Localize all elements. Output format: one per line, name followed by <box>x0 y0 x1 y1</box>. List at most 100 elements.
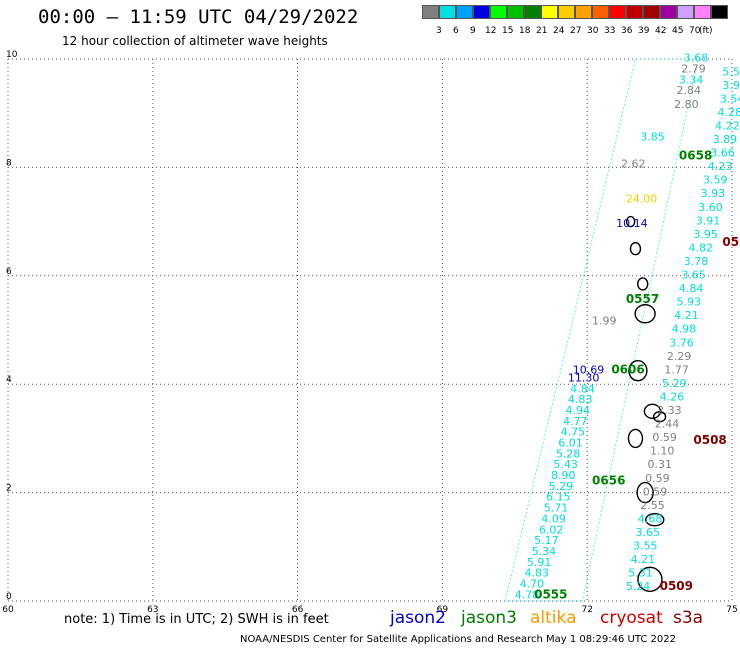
pass-time-label: 05 <box>722 235 739 249</box>
colorbar-tick-label: 33 <box>604 26 616 36</box>
wave-height-value: 3.54 <box>720 92 740 105</box>
wave-height-value: 0.31 <box>648 458 673 471</box>
wave-height-value: 4.94 <box>565 404 590 417</box>
wave-height-value: 5.93 <box>676 296 701 309</box>
wave-height-value: 6.01 <box>558 437 583 450</box>
atoll-outline <box>636 481 654 504</box>
colorbar-tick-label: 70 <box>689 26 701 36</box>
pass-time-label: 0656 <box>592 473 625 487</box>
wave-height-value: 4.98 <box>672 323 697 336</box>
pass-time-label: 0606 <box>611 362 644 376</box>
colorbar-swatch <box>439 5 456 19</box>
atoll-outline <box>637 277 649 291</box>
wave-height-value: 1.77 <box>664 363 689 376</box>
satellite-legend-jason3: jason3 <box>461 608 517 628</box>
atoll-outline <box>652 411 667 423</box>
wave-height-value: 5.43 <box>553 458 578 471</box>
colorbar-swatch <box>626 5 643 19</box>
wave-height-value: 4.22 <box>715 119 740 132</box>
wave-height-value: 6.02 <box>539 523 564 536</box>
satellite-legend-altika: altika <box>530 608 577 628</box>
x-tick-label: 72 <box>581 605 592 615</box>
map-subtitle: 12 hour collection of altimeter wave hei… <box>62 34 328 48</box>
wave-height-value: 3.68 <box>684 52 709 65</box>
wave-height-value: 5.29 <box>549 480 574 493</box>
x-tick-label: 60 <box>2 605 14 615</box>
wave-height-value: 3.91 <box>696 214 721 227</box>
x-tick-label: 69 <box>437 605 449 615</box>
wave-height-value: 3.85 <box>640 130 665 143</box>
colorbar-tick-label: 39 <box>638 26 650 36</box>
colorbar-tick-label: 24 <box>553 26 565 36</box>
note-text: note: 1) Time is in UTC; 2) SWH is in fe… <box>64 612 329 627</box>
wave-height-value: 4.82 <box>689 241 714 254</box>
map-title: 00:00 – 11:59 UTC 04/29/2022 <box>38 6 359 28</box>
wave-height-value: 3.59 <box>703 174 728 187</box>
x-tick-label: 66 <box>292 605 304 615</box>
satellite-legend-cryosat: cryosat <box>600 608 663 628</box>
colorbar-tick-label: 27 <box>570 26 582 36</box>
wave-height-value: 5.28 <box>556 447 581 460</box>
wave-height-value: 4.78 <box>515 588 540 601</box>
colorbar-tick-label: 30 <box>587 26 599 36</box>
wave-height-value: 3.65 <box>681 269 706 282</box>
colorbar-swatch <box>541 5 558 19</box>
wave-height-value: 3.78 <box>684 255 709 268</box>
wave-height-value: 0.59 <box>652 431 677 444</box>
colorbar-swatch <box>575 5 592 19</box>
wave-height-value: 3.34 <box>679 73 704 86</box>
wave-height-value: 4.23 <box>708 160 733 173</box>
colorbar-swatch <box>609 5 626 19</box>
colorbar-tick-label: 6 <box>453 26 459 36</box>
wave-height-value: 5.53 <box>722 65 740 78</box>
wave-height-value: 4.84 <box>570 382 595 395</box>
wave-height-value: 4.68 <box>638 512 663 525</box>
colorbar-unit-label: (ft) <box>699 26 713 36</box>
wave-height-value: 3.60 <box>698 201 723 214</box>
colorbar-swatch <box>677 5 694 19</box>
wave-height-value: 3.76 <box>669 336 694 349</box>
atoll-outline <box>629 241 642 256</box>
colorbar-tick-label: 12 <box>485 26 497 36</box>
y-tick-label: 4 <box>6 375 12 385</box>
wave-height-value: 5.71 <box>544 502 569 515</box>
y-tick-label: 8 <box>6 158 12 168</box>
x-tick-label: 63 <box>147 605 158 615</box>
satellite-track-band <box>504 58 699 602</box>
pass-time-label: 0555 <box>534 587 567 601</box>
wave-height-value: 2.84 <box>676 84 701 97</box>
colorbar-tick-label: 45 <box>672 26 684 36</box>
atoll-outline <box>637 566 663 593</box>
atoll-outline <box>627 428 644 449</box>
atoll-outline <box>645 513 665 527</box>
wave-height-value: 3.92 <box>722 79 740 92</box>
wave-height-value: 4.09 <box>541 512 566 525</box>
wave-height-value: 24.00 <box>626 193 658 206</box>
colorbar-tick-label: 3 <box>436 26 442 36</box>
colorbar-tick-label: 36 <box>621 26 633 36</box>
wave-height-value: 8.90 <box>551 469 576 482</box>
footer-credit: NOAA/NESDIS Center for Satellite Applica… <box>240 634 676 645</box>
wave-height-value: 3.66 <box>710 147 735 160</box>
colorbar-tick-label: 18 <box>519 26 531 36</box>
wave-height-value: 0.59 <box>645 472 670 485</box>
wave-height-value: 5.29 <box>662 377 687 390</box>
wave-height-value: 4.75 <box>561 426 586 439</box>
colorbar-swatch <box>558 5 575 19</box>
wave-height-value: 11.30 <box>568 371 600 384</box>
wave-height-value: 2.33 <box>657 404 682 417</box>
atoll-outline <box>625 215 636 228</box>
colorbar-tick-label: 9 <box>470 26 476 36</box>
atoll-outline <box>628 359 648 382</box>
wave-height-value: 5.24 <box>626 580 651 593</box>
pass-time-label: 0557 <box>626 292 659 306</box>
colorbar-tick-label: 42 <box>655 26 667 36</box>
colorbar-swatch <box>490 5 507 19</box>
wave-height-value: 4.83 <box>524 567 549 580</box>
wave-height-value: 4.77 <box>563 415 588 428</box>
wave-height-value: 4.26 <box>660 390 685 403</box>
wave-height-value: 1.99 <box>592 315 617 328</box>
colorbar-tick-label: 21 <box>536 26 548 36</box>
wave-height-value: 2.62 <box>621 157 646 170</box>
